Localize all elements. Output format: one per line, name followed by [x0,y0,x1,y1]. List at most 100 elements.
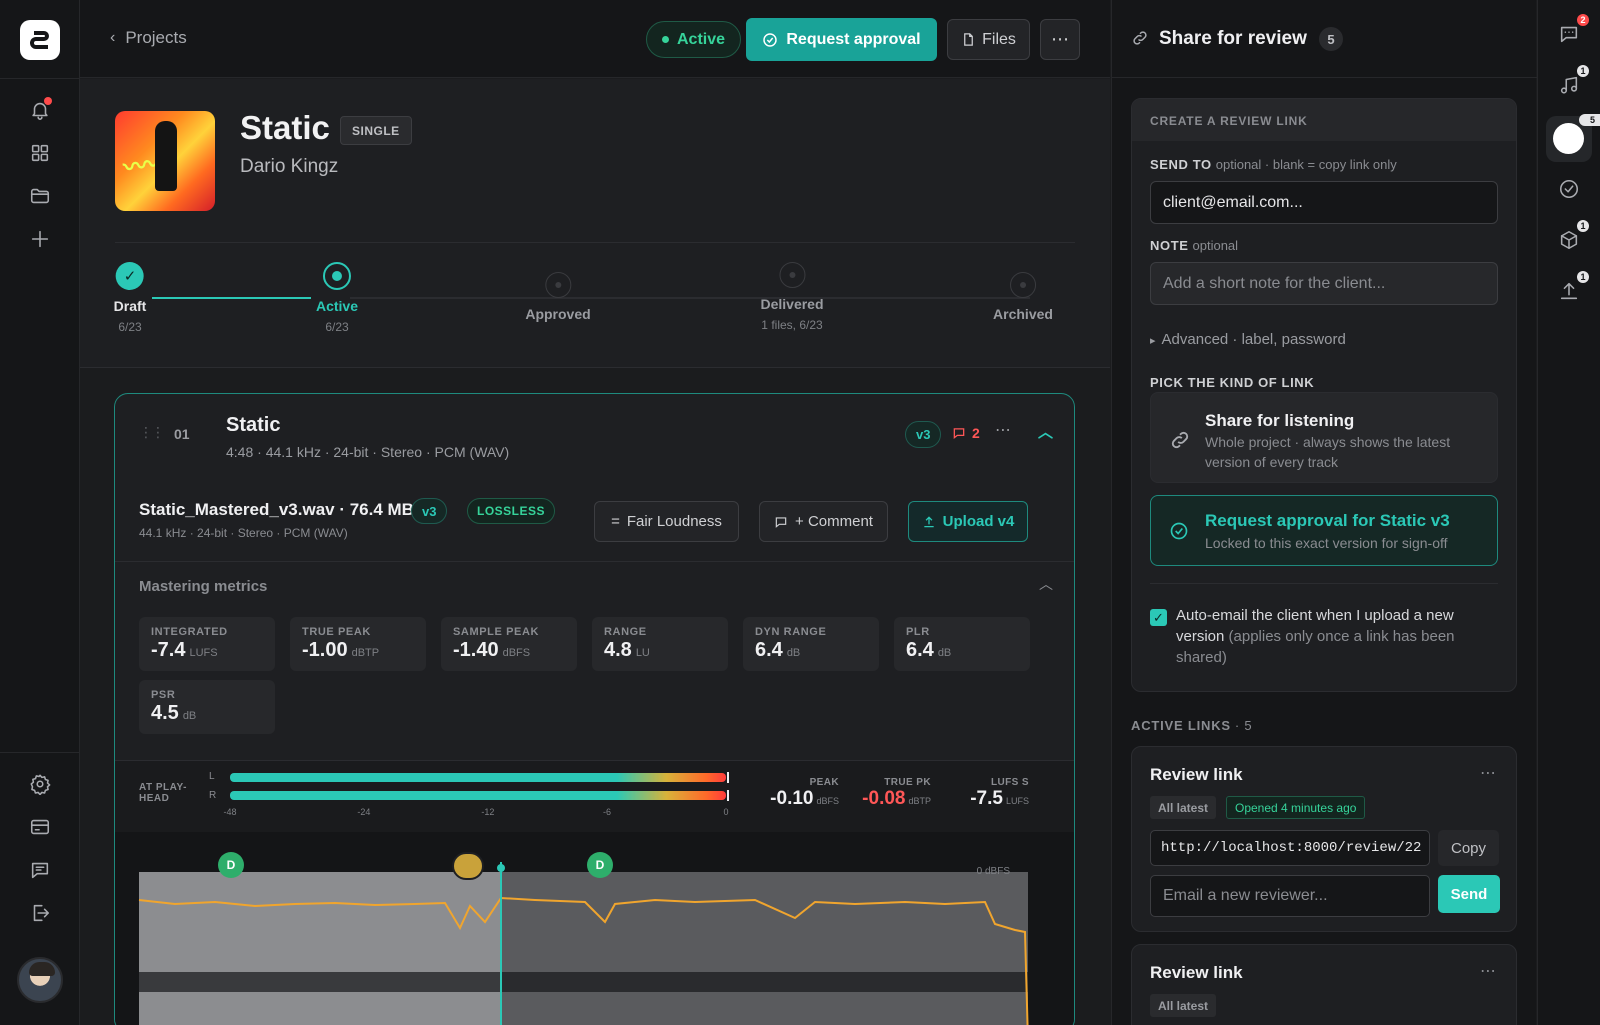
note-label-text: NOTE [1150,238,1189,253]
comment-marker[interactable]: D [587,852,613,878]
send-button[interactable]: Send [1438,875,1500,913]
step-archived[interactable]: Archived [993,272,1053,322]
cover-art-figure [155,121,177,191]
fair-loudness-button[interactable]: = Fair Loudness [594,501,739,542]
comments-panel-button[interactable]: 2 [1555,14,1589,48]
metric-unit: LUFS [189,647,218,659]
note-input[interactable] [1150,262,1498,305]
add-comment-button[interactable]: + Comment [759,501,888,542]
drag-handle-icon[interactable]: ⋮⋮ [139,424,165,440]
true-peak-readout: TRUE PK -0.08 dBTP [845,777,931,810]
metric-value: -7.4 [151,639,186,661]
logo-icon [30,31,49,49]
review-link-title: Review link [1150,765,1243,784]
review-url-field[interactable]: http://localhost:8000/review/22 [1150,830,1430,866]
approvals-panel-button[interactable] [1555,175,1583,203]
review-link-card: Review link ⋯ All latest [1131,944,1517,1025]
share-panel-header: Share for review 5 [1112,0,1537,78]
auto-email-hint: (applies only once a link has been share… [1176,628,1455,666]
messages-button[interactable] [26,856,54,884]
files-button[interactable]: Files [947,19,1030,60]
version-badge[interactable]: v3 [905,421,942,448]
deliverables-panel-button[interactable]: 1 [1555,220,1589,254]
channel-right-label: R [209,790,217,801]
projects-button[interactable] [26,182,54,210]
kind-request-approval[interactable]: Request approval for Static v3 Locked to… [1150,495,1498,566]
top-bar: ‹ Projects Active Request approval Files… [80,0,1110,78]
metric-unit: LU [635,647,650,659]
more-options-button[interactable]: ⋯ [1040,19,1080,60]
waveform[interactable]: 0 dBFS D D [115,832,1074,1025]
divider [115,242,1075,243]
file-meta: 44.1 kHz · 24-bit · Stereo · PCM (WAV) [139,526,348,540]
kind-title: Request approval for Static v3 [1205,511,1450,530]
request-approval-button[interactable]: Request approval [746,18,937,61]
add-button[interactable] [26,225,54,253]
notifications-button[interactable] [26,96,54,124]
kind-share-listening[interactable]: Share for listening Whole project · alwa… [1150,392,1498,483]
rail-divider [0,752,80,753]
track-more-button[interactable]: ⋯ [995,422,1011,439]
share-badge: 5 [1579,114,1600,126]
pending-step-icon [778,262,805,288]
review-link-more-button[interactable]: ⋯ [1480,765,1496,782]
send-to-input[interactable] [1150,181,1498,224]
metrics-collapse-icon[interactable]: ︿ [1039,576,1053,592]
share-circle-icon [1553,123,1584,154]
file-version-badge: v3 [411,498,448,524]
release-type-badge: SINGLE [340,116,412,145]
status-pill[interactable]: Active [646,21,742,58]
breadcrumb[interactable]: ‹ Projects [110,28,187,48]
step-active[interactable]: Active 6/23 [316,262,358,334]
logout-button[interactable] [26,899,54,927]
status-dot-icon [662,36,669,43]
left-rail [0,0,80,1025]
share-panel: Share for review 5 CREATE A REVIEW LINK … [1111,0,1537,1025]
dashboard-button[interactable] [26,139,54,167]
reviewer-avatar-marker[interactable] [452,852,484,880]
current-step-icon [323,262,351,290]
uploads-panel-button[interactable]: 1 [1555,271,1589,305]
playhead-knob[interactable] [497,864,505,872]
check-icon: ✓ [115,262,144,290]
metric-unit: dB [786,647,801,659]
settings-button[interactable] [26,770,54,798]
meter-left [230,772,729,783]
metric-key: PLR [906,626,930,638]
step-connector-done [152,297,311,299]
metric-plr: PLR 6.4 dB [894,617,1030,671]
fair-loudness-label: Fair Loudness [626,513,722,530]
bell-icon [32,102,48,120]
scale-tick: -6 [602,807,611,817]
step-delivered[interactable]: Delivered 1 files, 6/23 [760,262,824,332]
user-avatar[interactable] [17,957,63,1003]
billing-button[interactable] [26,813,54,841]
metric-value: -1.00 [302,639,348,661]
advanced-toggle[interactable]: ▸ Advanced · label, password [1150,331,1346,348]
collapse-chevron-icon[interactable]: ︿ [1038,424,1054,441]
step-draft[interactable]: ✓ Draft 6/23 [113,262,147,334]
metric-range: RANGE 4.8 LU [592,617,728,671]
upload-label: Upload v4 [942,513,1015,530]
metric-key: DYN RANGE [755,626,827,638]
app-logo[interactable] [20,20,60,60]
pending-step-icon [545,272,571,298]
review-link-more-button[interactable]: ⋯ [1480,963,1496,980]
tracks-panel-button[interactable]: 1 [1555,65,1589,99]
step-approved[interactable]: Approved [525,272,591,322]
active-links-count: · 5 [1234,718,1253,733]
upload-button[interactable]: Upload v4 [908,501,1028,542]
kind-description: Locked to this exact version for sign-of… [1205,535,1448,551]
comment-count[interactable]: 2 [952,425,980,441]
files-label: Files [982,30,1016,48]
copy-button[interactable]: Copy [1438,830,1499,866]
new-reviewer-email-input[interactable] [1150,875,1430,917]
step-label: Draft [113,298,147,314]
step-label: Active [315,298,359,314]
auto-email-checkbox[interactable]: ✓ [1150,609,1167,626]
breadcrumb-label: Projects [125,28,187,47]
tracks-badge: 1 [1577,65,1589,77]
comment-marker[interactable]: D [218,852,244,878]
active-links-title: ACTIVE LINKS [1131,718,1231,733]
chevron-left-icon: ‹ [110,29,116,46]
